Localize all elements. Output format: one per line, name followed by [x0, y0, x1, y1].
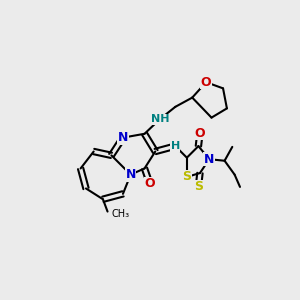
- Text: O: O: [201, 76, 212, 89]
- Text: NH: NH: [151, 114, 169, 124]
- Text: O: O: [195, 127, 205, 140]
- Text: O: O: [145, 177, 155, 190]
- Text: N: N: [125, 168, 136, 181]
- Text: S: S: [182, 170, 191, 183]
- Text: CH₃: CH₃: [111, 209, 130, 219]
- Text: S: S: [194, 180, 203, 194]
- Text: N: N: [204, 153, 214, 166]
- Text: N: N: [118, 131, 128, 144]
- Text: H: H: [171, 141, 180, 151]
